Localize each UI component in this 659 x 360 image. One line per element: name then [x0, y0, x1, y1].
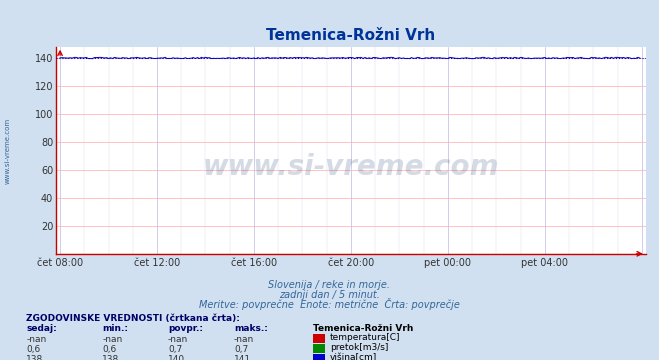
- Text: Temenica-Rožni Vrh: Temenica-Rožni Vrh: [313, 324, 413, 333]
- Text: 140: 140: [168, 355, 185, 360]
- Text: 0,6: 0,6: [102, 345, 117, 354]
- Text: 141: 141: [234, 355, 251, 360]
- Text: pretok[m3/s]: pretok[m3/s]: [330, 343, 389, 352]
- Text: Meritve: povprečne  Enote: metrične  Črta: povprečje: Meritve: povprečne Enote: metrične Črta:…: [199, 298, 460, 310]
- Text: ZGODOVINSKE VREDNOSTI (črtkana črta):: ZGODOVINSKE VREDNOSTI (črtkana črta):: [26, 314, 241, 323]
- Text: Slovenija / reke in morje.: Slovenija / reke in morje.: [268, 280, 391, 290]
- Text: zadnji dan / 5 minut.: zadnji dan / 5 minut.: [279, 290, 380, 300]
- Text: sedaj:: sedaj:: [26, 324, 57, 333]
- Text: 138: 138: [102, 355, 119, 360]
- Text: 0,7: 0,7: [168, 345, 183, 354]
- Text: maks.:: maks.:: [234, 324, 268, 333]
- Text: -nan: -nan: [234, 335, 254, 344]
- Text: 0,7: 0,7: [234, 345, 248, 354]
- Text: 138: 138: [26, 355, 43, 360]
- Text: www.si-vreme.com: www.si-vreme.com: [203, 153, 499, 181]
- Text: www.si-vreme.com: www.si-vreme.com: [5, 118, 11, 184]
- Text: -nan: -nan: [168, 335, 188, 344]
- Text: -nan: -nan: [102, 335, 123, 344]
- Text: min.:: min.:: [102, 324, 128, 333]
- Text: povpr.:: povpr.:: [168, 324, 203, 333]
- Text: višina[cm]: višina[cm]: [330, 353, 378, 360]
- Text: temperatura[C]: temperatura[C]: [330, 333, 401, 342]
- Title: Temenica-Rožni Vrh: Temenica-Rožni Vrh: [266, 28, 436, 43]
- Text: -nan: -nan: [26, 335, 47, 344]
- Text: 0,6: 0,6: [26, 345, 41, 354]
